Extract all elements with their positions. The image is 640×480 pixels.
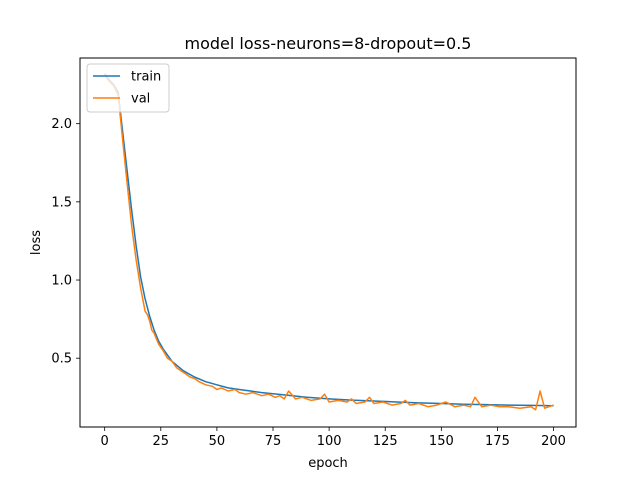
x-tick-label: 150 <box>429 434 454 449</box>
chart-title: model loss-neurons=8-dropout=0.5 <box>185 34 472 53</box>
x-tick-label: 75 <box>265 434 282 449</box>
x-tick-label: 175 <box>485 434 510 449</box>
y-tick-label: 1.0 <box>51 274 72 289</box>
y-axis-ticks: 0.5 1.0 1.5 2.0 <box>51 117 80 367</box>
x-tick-label: 200 <box>541 434 566 449</box>
legend-label-val: val <box>131 92 150 107</box>
x-tick-label: 100 <box>317 434 342 449</box>
series-line-val <box>104 74 554 411</box>
x-tick-label: 25 <box>153 434 170 449</box>
x-axis-label: epoch <box>308 456 348 471</box>
series-line-train <box>104 73 554 407</box>
legend: train val <box>86 63 170 113</box>
x-tick-label: 50 <box>209 434 226 449</box>
x-tick-label: 125 <box>373 434 398 449</box>
series-layer <box>104 73 554 411</box>
x-tick-label: 0 <box>101 434 109 449</box>
y-tick-label: 1.5 <box>51 195 72 210</box>
y-axis-label: loss <box>29 230 44 255</box>
x-axis-ticks: 0 25 50 75 100 125 150 175 200 <box>101 427 566 449</box>
y-tick-label: 2.0 <box>51 117 72 132</box>
y-tick-label: 0.5 <box>51 352 72 367</box>
plot-frame <box>79 57 577 428</box>
legend-label-train: train <box>131 70 161 85</box>
